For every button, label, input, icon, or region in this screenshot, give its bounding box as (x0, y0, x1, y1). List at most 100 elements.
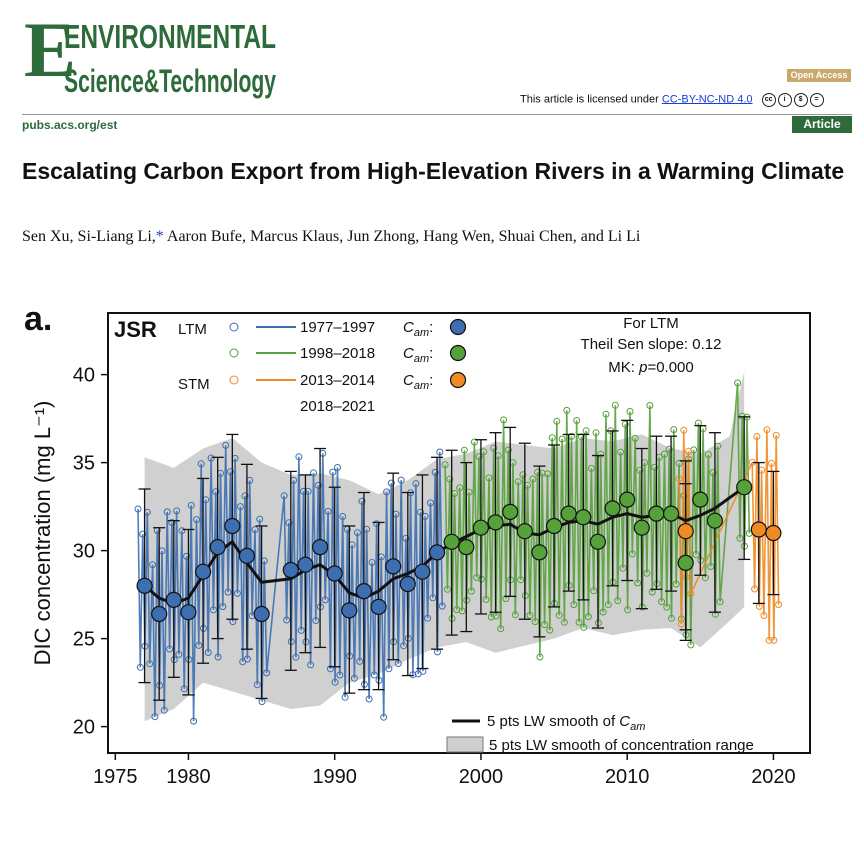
blue-cam-point (341, 602, 358, 619)
stats-p-symbol: p (638, 359, 647, 376)
y-tick-label: 35 (73, 453, 95, 475)
ltm-1977-1997-sample-point (373, 520, 381, 528)
ltm-1977-1997-sample-point (429, 594, 437, 602)
legend-cam-marker (449, 344, 467, 362)
blue-cam-point (312, 539, 329, 556)
ltm-1998-2018-sample-point (736, 534, 744, 542)
blue-cam-point (195, 563, 212, 580)
ltm-1977-1997-sample-point (412, 480, 420, 488)
blue-cam-point (180, 604, 197, 621)
ltm-1998-2018-sample-point (470, 438, 478, 446)
ltm-1977-1997-sample-point (209, 606, 217, 614)
green-cam-point (545, 517, 563, 535)
stm-sample-point (772, 431, 780, 439)
ltm-1977-1997-sample-point (400, 642, 408, 650)
ltm-1977-1997-sample-point (251, 526, 259, 534)
ltm-1998-2018-sample-point (604, 601, 612, 609)
ltm-1977-1997-sample-point (387, 479, 395, 487)
ltm-1998-2018-sample-point (531, 618, 539, 626)
ltm-1998-2018-sample-point (487, 613, 495, 621)
stm-sample-point (677, 620, 685, 628)
y-axis-label: DIC concentration (mg L⁻¹) (30, 401, 55, 666)
ltm-1977-1997-sample-point (195, 641, 203, 649)
legend-smooth-sub: am (630, 721, 645, 733)
header-divider (22, 114, 852, 115)
nd-icon: = (809, 93, 824, 107)
blue-cam-point (151, 605, 168, 623)
stm-sample-point (775, 601, 783, 609)
ltm-1977-1997-sample-point (207, 454, 215, 462)
open-access-badge: Open Access (787, 69, 851, 82)
ltm-1998-2018-sample-point (544, 470, 551, 478)
ltm-1998-2018-sample-point (558, 435, 566, 443)
ltm-1977-1997-sample-point (160, 706, 168, 714)
ltm-1998-2018-sample-point (482, 596, 490, 603)
ltm-1977-1997-sample-point (300, 487, 307, 495)
blue-cam-point (165, 591, 182, 608)
green-cam-point (692, 491, 709, 508)
ltm-1998-2018-sample-point (675, 459, 683, 467)
ltm-1998-2018-sample-point (511, 611, 519, 619)
ltm-1977-1997-sample-point (168, 519, 176, 526)
ltm-1977-1997-sample-point (183, 552, 190, 560)
green-cam-point (677, 554, 694, 571)
ltm-1998-2018-sample-point (548, 434, 556, 442)
ltm-1977-1997-sample-point (175, 650, 183, 658)
ltm-1998-2018-sample-point (584, 613, 592, 621)
ltm-1977-1997-sample-point (236, 503, 244, 511)
ltm-1977-1997-sample-point (214, 653, 222, 661)
blue-cam-point (297, 556, 314, 573)
ltm-1998-2018-sample-point (672, 580, 680, 588)
ltm-1998-2018-sample-point (575, 618, 583, 626)
cc-icon: cc (761, 93, 776, 107)
stm-sample-point (763, 426, 771, 434)
ltm-1977-1997-sample-point (353, 529, 361, 537)
blue-cam-point (370, 598, 387, 615)
ltm-1998-2018-sample-point (590, 587, 598, 595)
legend-row-4: 2018–2021 (300, 398, 375, 415)
ltm-1998-2018-sample-point (734, 379, 742, 387)
green-cam-point (531, 544, 548, 561)
journal-url[interactable]: pubs.acs.org/est (22, 118, 118, 132)
ltm-1998-2018-sample-point (519, 471, 527, 479)
x-tick-label: 2020 (751, 766, 796, 788)
panel-label: a. (24, 300, 52, 338)
ltm-1977-1997-sample-point (256, 515, 264, 523)
ltm-1998-2018-sample-point (502, 595, 510, 603)
legend-smooth-text: 5 pts LW smooth of (487, 713, 619, 730)
ltm-1998-2018-sample-point (490, 444, 498, 452)
authors-part-b: Aaron Bufe, Marcus Klaus, Jun Zhong, Han… (163, 228, 641, 245)
ltm-1998-2018-sample-point (529, 475, 537, 483)
ltm-1998-2018-sample-point (582, 427, 590, 435)
blue-cam-point (326, 565, 343, 582)
ltm-1998-2018-sample-point (536, 653, 544, 661)
green-cam-point (560, 505, 577, 522)
blue-cam-point (136, 577, 153, 594)
ltm-1977-1997-sample-point (356, 657, 364, 665)
ltm-1977-1997-sample-point (222, 441, 230, 449)
ltm-1977-1997-sample-line (137, 445, 443, 722)
ltm-1977-1997-sample-point (187, 501, 195, 509)
legend-smooth-var: C (619, 713, 630, 730)
stm-sample-point (765, 636, 773, 644)
ltm-1977-1997-sample-point (431, 468, 439, 476)
green-cam-point (458, 539, 475, 556)
legend-band-swatch (446, 736, 484, 753)
cc-icons: cc i $ = (761, 92, 826, 107)
license-link[interactable]: CC-BY-NC-ND 4.0 (661, 93, 753, 106)
ltm-1977-1997-sample-point (243, 655, 251, 663)
y-tick-label: 40 (73, 365, 95, 387)
ltm-1998-2018-sample-point (573, 417, 581, 424)
ltm-1977-1997-sample-point (436, 448, 444, 456)
ltm-1977-1997-sample-point (224, 588, 232, 596)
x-tick-label: 2000 (459, 766, 504, 788)
legend-top: JSR LTM STM 1977–1997 1998–2018 2013–201… (114, 317, 467, 415)
ltm-1998-2018-sample-point (446, 475, 454, 483)
ltm-1977-1997-sample-point (314, 481, 322, 489)
ltm-1977-1997-sample-point (166, 645, 174, 653)
corresponding-author-mark[interactable]: * (155, 228, 164, 245)
ltm-1977-1997-sample-point (424, 614, 432, 622)
blue-cam-point (399, 575, 416, 593)
x-tick-label: 2010 (605, 766, 650, 788)
ltm-1977-1997-sample-point (350, 674, 358, 682)
